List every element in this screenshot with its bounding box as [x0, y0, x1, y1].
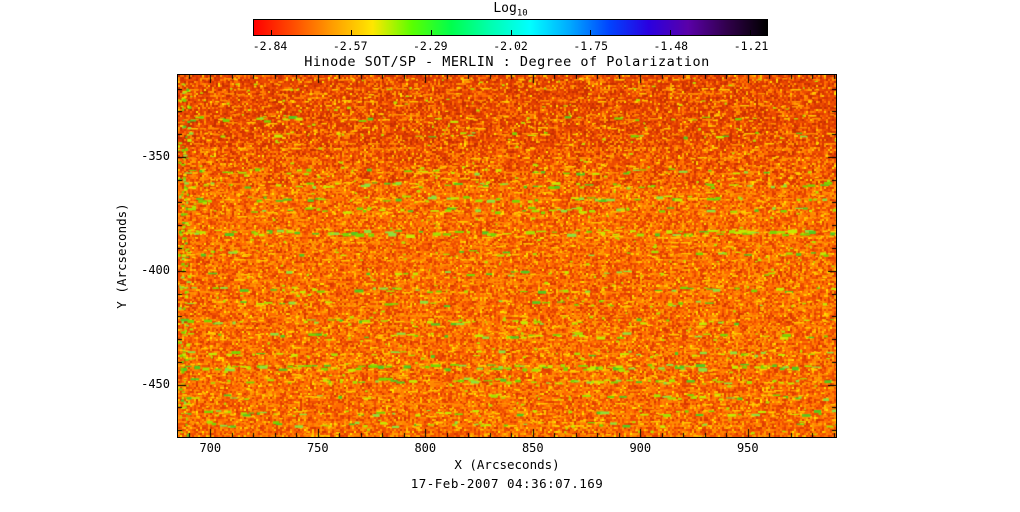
x-tick-label: 850 [521, 441, 544, 455]
colorbar-tick-mark [350, 30, 352, 35]
colorbar-tick-label: -2.29 [412, 39, 448, 53]
colorbar-gradient [253, 19, 768, 36]
colorbar-tick-mark [270, 30, 272, 35]
x-tick-label: 800 [414, 441, 437, 455]
plot-area [177, 74, 837, 438]
y-tick-label: -350 [141, 149, 170, 163]
colorbar-tick-label: -1.75 [573, 39, 608, 53]
colorbar-tick-mark [430, 30, 432, 35]
y-tick-label: -450 [141, 376, 170, 391]
x-tick-label: 900 [629, 441, 652, 455]
x-axis-label: X (Arcseconds) [454, 457, 560, 472]
y-axis-label: Y (Arcseconds) [114, 203, 129, 309]
colorbar-tick-mark [750, 30, 752, 35]
colorbar-tick-label: -2.84 [252, 39, 288, 53]
colorbar-tick-label: -2.02 [493, 39, 528, 53]
colorbar-tick-labels: -2.84 -2.57 -2.29 -2.02 -1.75 -1.48 -1.21 [253, 39, 769, 53]
y-tick-label: -400 [141, 262, 170, 277]
colorbar-tick-mark [670, 30, 672, 35]
colorbar-tick-label: -1.48 [653, 39, 689, 53]
colorbar-tick-label: -1.21 [733, 39, 769, 53]
colorbar-tick-mark [590, 30, 592, 35]
x-tick-label: 950 [736, 441, 759, 455]
colorbar-tick-mark [510, 30, 512, 35]
colorbar-scale-label-main: Log [493, 1, 517, 16]
colorbar-tick-label: -2.57 [332, 39, 368, 53]
colorbar-scale-label: Log10 [253, 1, 768, 19]
timestamp-caption: 17-Feb-2007 04:36:07.169 [410, 476, 604, 491]
heatmap-image [178, 75, 836, 437]
plot-title: Hinode SOT/SP - MERLIN : Degree of Polar… [304, 54, 710, 70]
x-tick-label: 700 [199, 441, 222, 455]
x-tick-label: 750 [306, 441, 329, 455]
colorbar-scale-label-sub: 10 [516, 8, 528, 19]
